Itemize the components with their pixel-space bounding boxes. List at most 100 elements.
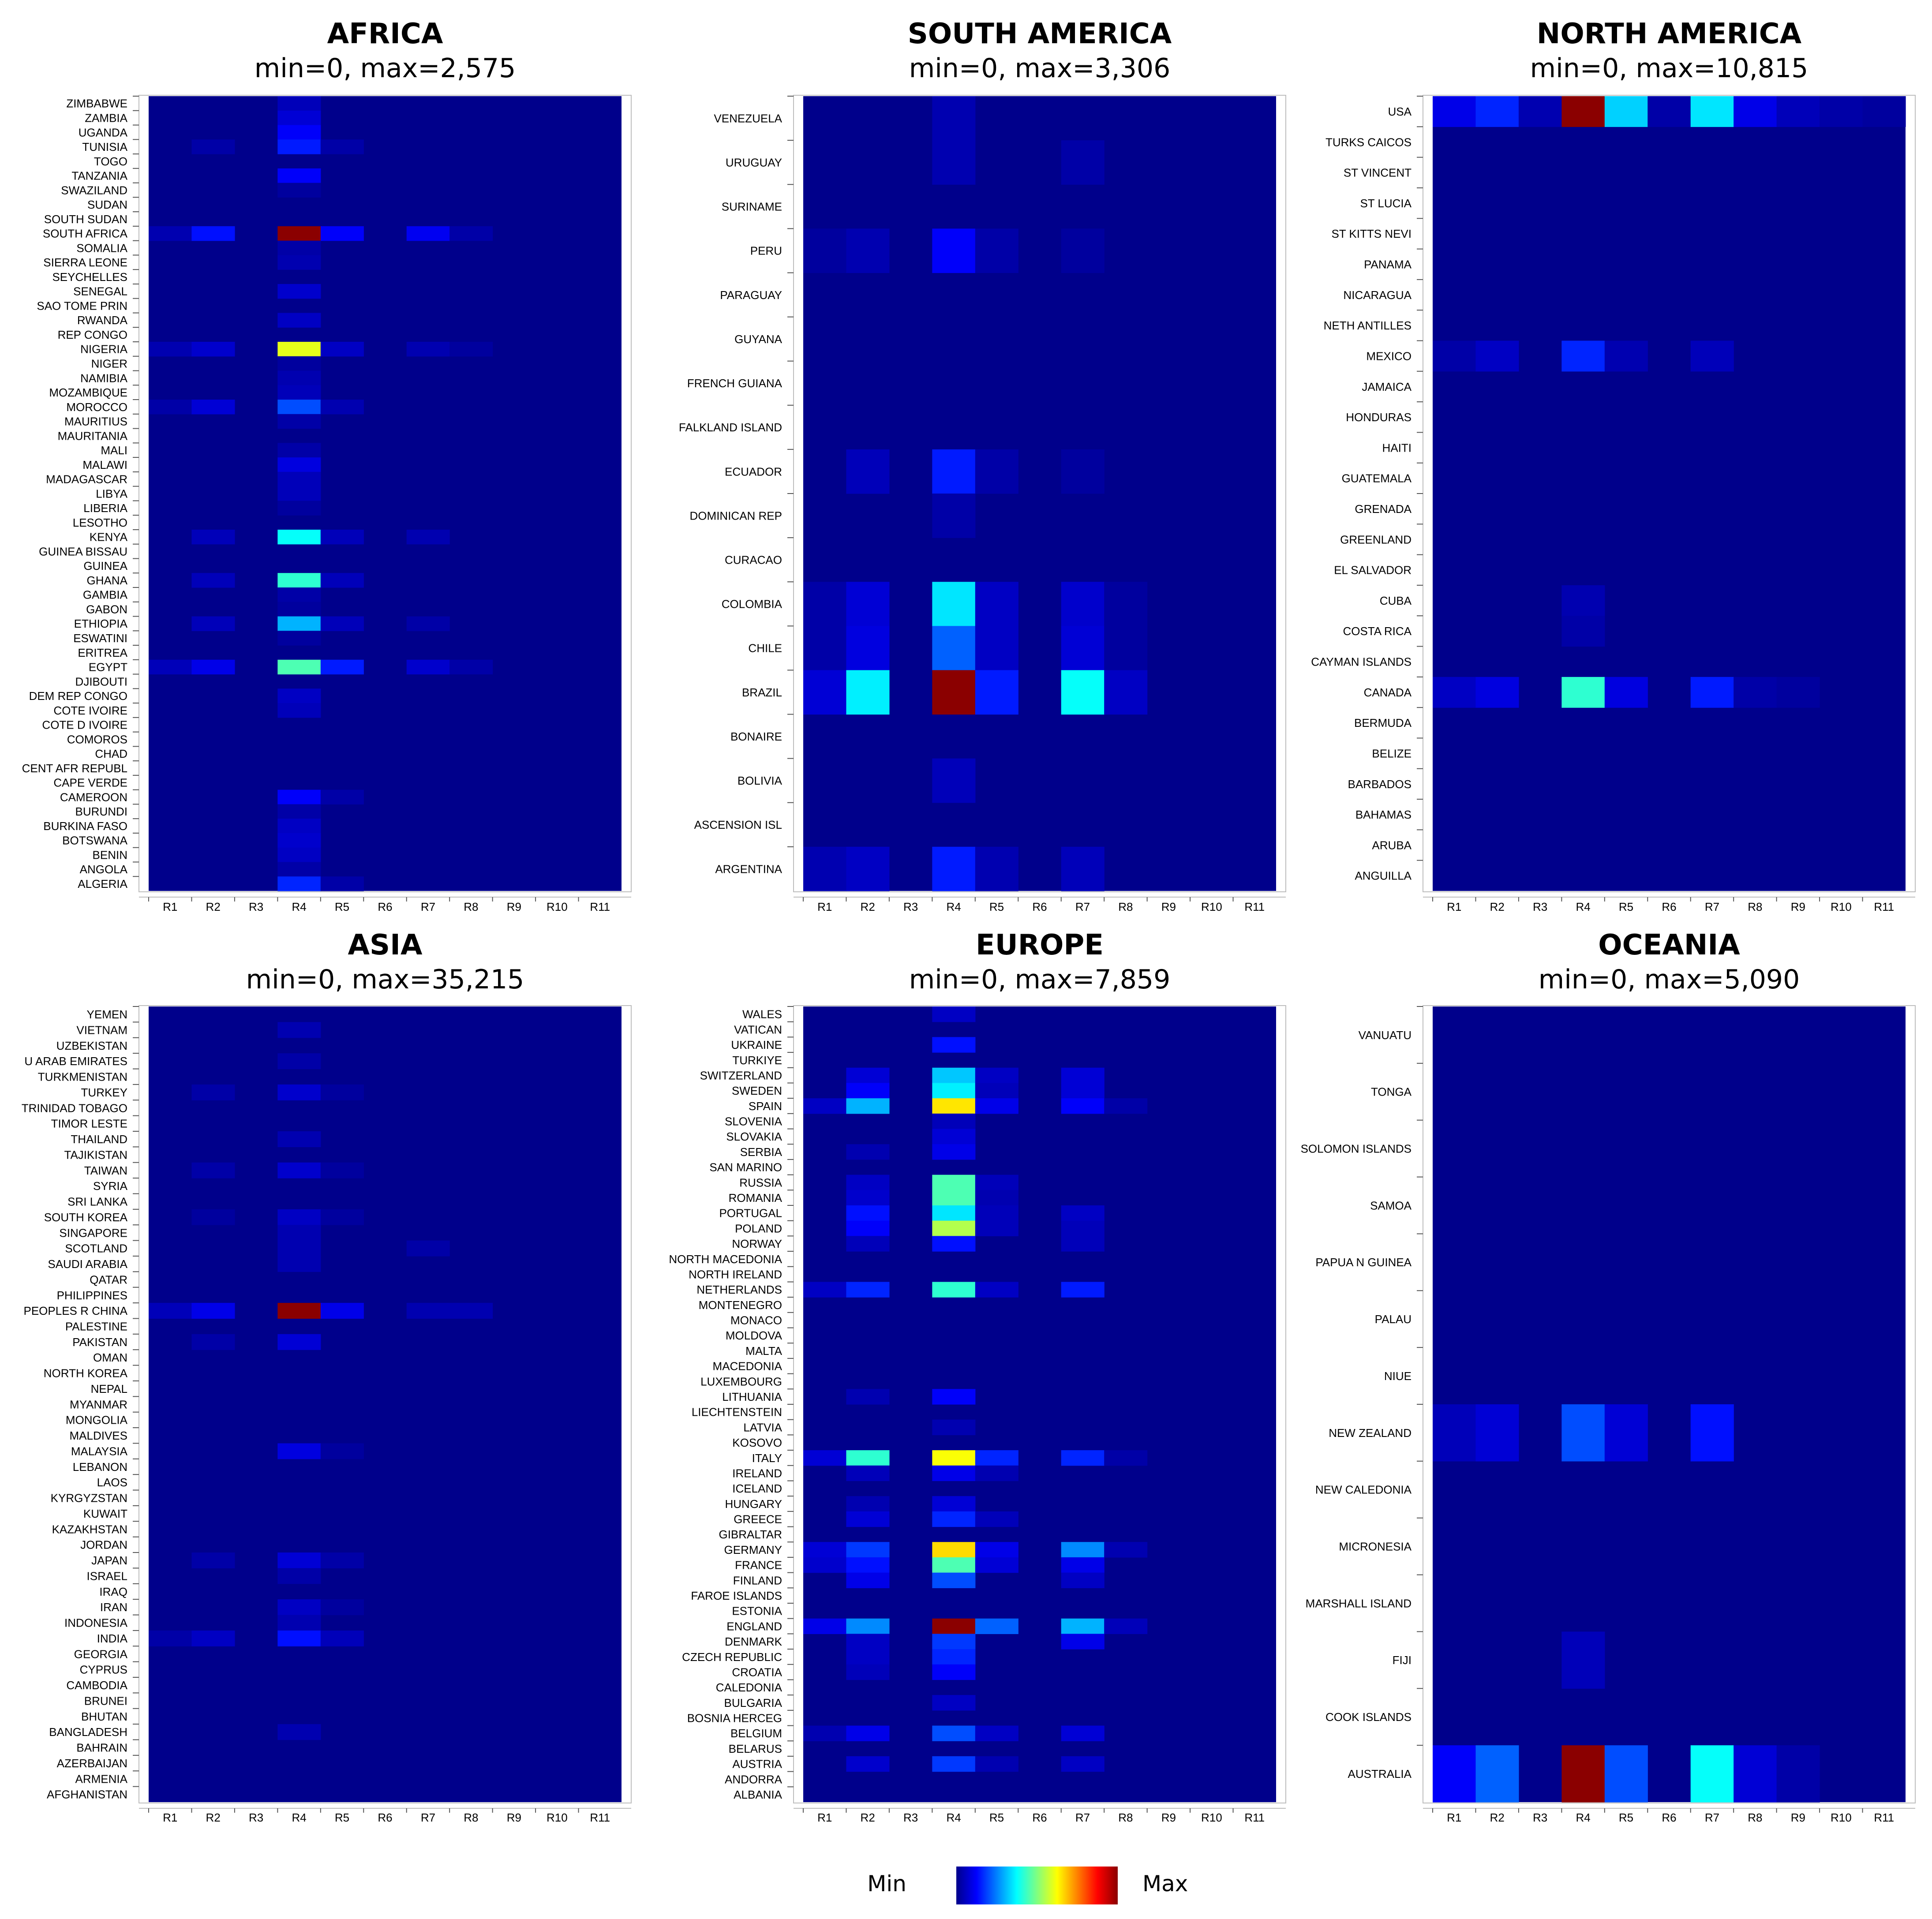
heatmap-cell [449,1303,493,1319]
heatmap-cell [975,1756,1018,1772]
row-label: FAROE ISLANDS [691,1589,782,1602]
panel-subtitle: min=0, max=5,090 [1539,964,1800,995]
heatmap-cell [1776,677,1820,708]
column-label: R2 [1490,900,1505,913]
heatmap-cell [803,670,847,715]
row-label: USA [1388,105,1412,118]
heatmap-cell [1734,677,1777,708]
column-label: R4 [292,900,306,913]
row-label: LEBANON [73,1460,127,1474]
row-label: NIGERIA [80,343,128,356]
row-label: BURKINA FASO [43,819,127,833]
column-label: R2 [1490,1811,1505,1824]
heatmap-cell [846,1465,890,1481]
column-label: R10 [1201,1811,1222,1824]
row-label: GAMBIA [83,588,128,602]
panel-title: OCEANIA [1598,929,1740,961]
row-label: GUYANA [734,333,783,346]
row-label: SAUDI ARABIA [48,1257,127,1271]
row-label: GIBRALTAR [719,1528,782,1541]
heatmap-cell [1104,1450,1148,1466]
heatmap-cell [803,1725,847,1741]
heatmap-cell [1061,582,1105,626]
heatmap-cell [320,1443,364,1459]
row-label: CHILE [748,642,782,655]
heatmap-cell [975,1175,1018,1190]
heatmap-cell [932,1236,976,1252]
heatmap-cell [932,1419,976,1435]
row-label: INDIA [97,1632,128,1645]
row-label: CAMBODIA [66,1679,127,1692]
heatmap-cell [975,1220,1018,1236]
row-label: ASCENSION ISL [694,818,782,831]
row-label: ARGENTINA [715,862,782,875]
heatmap-cell [277,501,321,516]
row-label: FALKLAND ISLAND [679,421,782,434]
heatmap-cell [932,582,976,626]
column-label: R1 [1447,1811,1461,1824]
heatmap-cell [846,1175,890,1190]
heatmap-cell [277,240,321,255]
heatmap-cell [975,582,1018,626]
heatmap-cell [191,1209,235,1225]
column-label: R10 [547,900,568,913]
column-label: R6 [1032,1811,1047,1824]
row-label: SLOVENIA [725,1115,783,1128]
heatmap-cell [1061,626,1105,671]
row-label: NEW ZEALAND [1329,1426,1412,1440]
row-label: ANGOLA [80,863,128,876]
heatmap-cell [975,1618,1018,1634]
column-label: R5 [335,1811,349,1824]
row-label: GUATEMALA [1342,472,1412,485]
row-label: BRAZIL [742,686,782,699]
column-label: R8 [464,1811,478,1824]
heatmap-cell [846,1572,890,1588]
row-label: ISRAEL [87,1569,128,1582]
heatmap-cell [1061,140,1105,185]
heatmap-cell [1690,1404,1734,1462]
heatmap-cell [1690,340,1734,372]
row-label: SOUTH KOREA [44,1211,128,1224]
heatmap-cell [277,443,321,458]
heatmap-cell [1734,96,1777,127]
row-label: NORTH KOREA [44,1367,128,1380]
heatmap-cell [277,602,321,617]
row-label: MOLDOVA [726,1329,783,1342]
row-label: PAPUA N GUINEA [1315,1256,1412,1269]
heatmap-cell [932,1557,976,1573]
heatmap-cell [277,341,321,357]
heatmap-cell [406,529,450,545]
heatmap-cell [846,1220,890,1236]
row-label: BERMUDA [1354,716,1412,729]
heatmap-cell [277,471,321,487]
heatmap-cell [803,846,847,891]
column-label: R2 [206,900,221,913]
heatmap-cell [1475,340,1519,372]
heatmap-cell [277,587,321,602]
heatmap-cell [1647,96,1691,127]
heatmap-cell [932,758,976,803]
heatmap-cell [932,449,976,494]
row-label: GREECE [734,1513,782,1526]
row-label: GUINEA [83,559,127,572]
heatmap-cell [1433,1404,1476,1462]
heatmap-cell [191,139,235,154]
row-label: QATAR [90,1273,127,1286]
column-label: R8 [1118,900,1133,913]
row-label: ST KITTS NEVI [1331,227,1412,240]
row-label: OMAN [93,1351,127,1364]
row-label: SAN MARINO [709,1161,782,1174]
colorbar-legend: Min Max [867,1867,1188,1904]
row-label: PANAMA [1364,258,1412,271]
heatmap-cell [846,1634,890,1650]
row-label: BONAIRE [730,730,782,743]
row-label: AUSTRIA [732,1758,782,1771]
row-label: UZBEKISTAN [56,1039,127,1052]
heatmap-cell [1061,1067,1105,1084]
heatmap-cell [406,659,450,675]
heatmap-cell [149,1630,192,1646]
row-label: SOMALIA [76,241,127,254]
column-label: R9 [507,900,521,913]
row-label: DEM REP CONGO [29,689,127,703]
column-label: R5 [1619,900,1633,913]
